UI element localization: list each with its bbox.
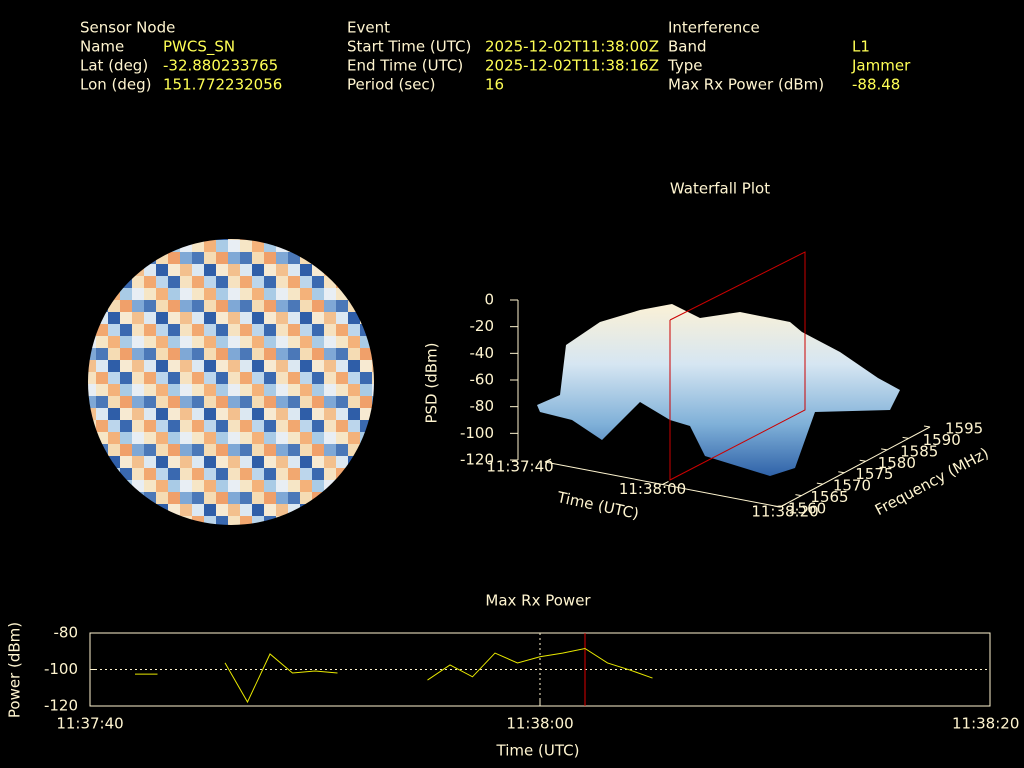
y-tick-label: 1565 — [810, 488, 848, 506]
frequency-axis — [779, 426, 931, 508]
section-title: Event — [347, 19, 390, 37]
field-value: PWCS_SN — [163, 38, 235, 57]
field-label: Name — [80, 38, 124, 56]
x-tick — [662, 481, 669, 485]
y-tick-label: -80 — [54, 624, 79, 642]
x-tick-label: 11:38:00 — [506, 715, 573, 733]
x-tick — [779, 503, 787, 508]
field-value: 16 — [485, 76, 504, 94]
x-tick-label: 11:38:00 — [619, 480, 686, 498]
waterfall-surface — [537, 251, 900, 481]
y-tick — [773, 505, 781, 508]
z-axis-label: PSD (dBm) — [423, 342, 441, 423]
field-label: Lat (deg) — [80, 57, 148, 75]
y-tick-label: 1560 — [788, 500, 826, 518]
field-label: End Time (UTC) — [347, 57, 463, 75]
chart-title: Waterfall Plot — [670, 180, 770, 198]
y-tick — [816, 482, 823, 485]
z-tick-label: -20 — [470, 317, 495, 335]
field-value: 2025-12-02T11:38:16Z — [485, 57, 659, 75]
x-axis-label: Time (UTC) — [496, 742, 580, 760]
field-value: 151.772232056 — [163, 76, 282, 94]
y-tick — [838, 471, 845, 474]
z-tick-label: 0 — [484, 291, 494, 309]
y-tick — [923, 425, 931, 428]
field-value: Jammer — [851, 57, 911, 75]
field-value: -88.48 — [852, 76, 900, 94]
field-label: Band — [668, 38, 707, 56]
sky-background — [88, 239, 374, 525]
y-tick-label: 1575 — [855, 465, 893, 483]
power-line — [224, 653, 338, 704]
z-tick-label: -100 — [460, 424, 494, 442]
field-label: Max Rx Power (dBm) — [668, 76, 824, 94]
y-tick-label: -100 — [44, 660, 78, 678]
y-tick-label: 1580 — [878, 454, 916, 472]
field-value: 2025-12-02T11:38:00Z — [485, 38, 659, 56]
x-tick-label: 11:37:40 — [56, 715, 123, 733]
y-tick — [795, 494, 802, 497]
power-line — [427, 647, 653, 681]
field-label: Start Time (UTC) — [347, 38, 471, 56]
field-label: Lon (deg) — [80, 76, 152, 94]
x-tick-label: 11:37:40 — [486, 458, 553, 476]
field-label: Type — [667, 57, 702, 75]
field-label: Period (sec) — [347, 76, 436, 94]
chart-title: Max Rx Power — [485, 592, 591, 610]
field-value: L1 — [852, 38, 870, 56]
z-tick-label: -40 — [470, 344, 495, 362]
y-tick-label: 1570 — [833, 477, 871, 495]
y-tick — [881, 448, 888, 451]
z-tick-label: -120 — [460, 451, 494, 469]
section-title: Interference — [668, 19, 760, 37]
y-axis-label: Power (dBm) — [6, 622, 24, 718]
field-value: -32.880233765 — [163, 57, 278, 75]
x-tick-label: 11:38:20 — [751, 503, 818, 521]
y-tick — [859, 459, 866, 462]
z-tick-label: -80 — [470, 397, 495, 415]
y-tick-label: 1595 — [945, 420, 983, 438]
z-tick-label: -60 — [470, 371, 495, 389]
y-tick-label: -120 — [44, 697, 78, 715]
y-tick-label: 1590 — [923, 431, 961, 449]
x-tick — [544, 458, 552, 463]
x-tick-label: 11:38:20 — [952, 715, 1019, 733]
section-title: Sensor Node — [80, 19, 175, 37]
y-tick-label: 1585 — [900, 442, 938, 460]
y-tick — [902, 436, 909, 439]
